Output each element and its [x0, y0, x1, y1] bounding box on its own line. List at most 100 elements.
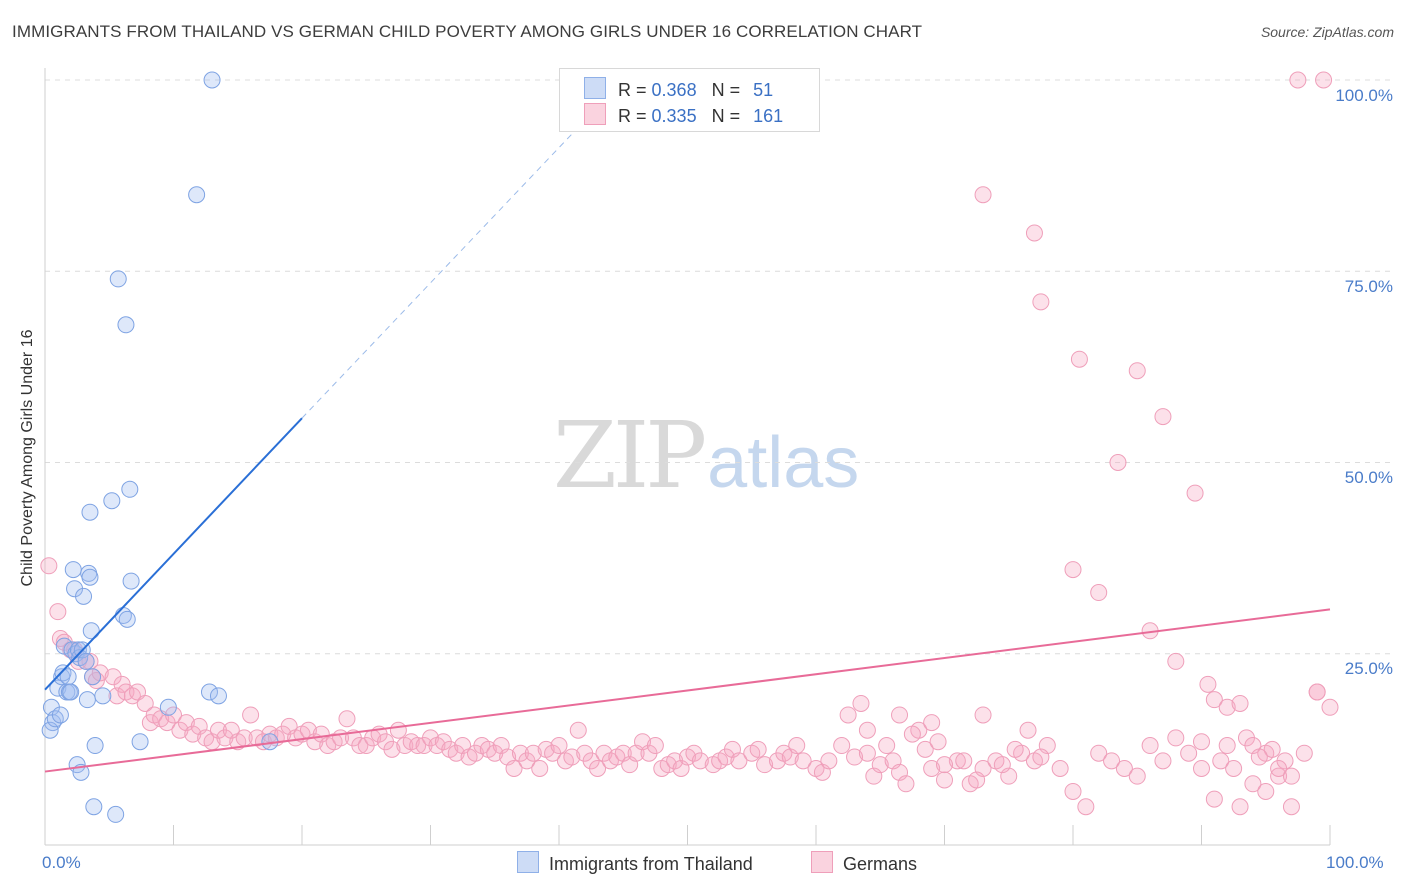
germans-point — [993, 756, 1011, 774]
germans-point — [351, 737, 369, 755]
germans-point — [1180, 744, 1198, 762]
germans-point — [923, 760, 941, 777]
n-label: N = — [711, 106, 741, 126]
germans-point — [1064, 561, 1082, 579]
y-tick-label: 50.0% — [1344, 468, 1393, 487]
thailand-point — [159, 698, 177, 716]
germans-point — [1070, 350, 1088, 368]
germans-point — [1128, 362, 1146, 380]
thailand-point — [78, 691, 96, 709]
germans-point — [1321, 698, 1339, 716]
germans-point — [1128, 767, 1146, 785]
thailand-point — [131, 733, 149, 751]
germans-point — [730, 752, 748, 770]
germans-point — [1205, 790, 1223, 808]
germans-point — [691, 752, 709, 770]
germans-point — [1032, 293, 1050, 311]
watermark-zip: ZIP — [553, 402, 707, 509]
germans-point — [1109, 454, 1127, 471]
thailand-point — [117, 316, 135, 334]
thailand-point — [188, 186, 206, 204]
germans-point — [1006, 740, 1024, 758]
germans-point — [1025, 224, 1043, 242]
germans-point — [113, 675, 131, 693]
germans-point — [891, 706, 909, 724]
germans-point — [1032, 748, 1050, 766]
germans-point — [1154, 408, 1172, 426]
germans-point — [91, 664, 109, 682]
germans-point — [531, 760, 549, 777]
germans-point — [974, 186, 992, 204]
thailand-point — [77, 652, 95, 670]
germans-point — [1218, 737, 1236, 755]
germans-point — [1141, 737, 1159, 755]
thailand-point — [84, 668, 102, 686]
legend-swatch-germans — [811, 851, 833, 873]
thailand-point — [85, 798, 103, 816]
germans-point — [1244, 775, 1262, 793]
germans-point — [505, 760, 523, 777]
germans-point — [1115, 760, 1133, 777]
germans-point — [1199, 675, 1217, 693]
r-value: 0.368 — [651, 80, 697, 100]
germans-point — [955, 752, 973, 770]
germans-point — [852, 694, 870, 712]
germans-point — [846, 748, 864, 766]
thailand-point — [209, 687, 227, 705]
germans-point — [646, 737, 664, 755]
germans-point — [1167, 729, 1185, 747]
thailand-point — [107, 805, 125, 823]
germans-point — [858, 744, 876, 762]
thailand-point — [103, 492, 121, 510]
germans-point — [1231, 798, 1249, 816]
germans-point — [1103, 752, 1121, 770]
y-tick-label: 100.0% — [1335, 86, 1393, 105]
germans-point — [936, 771, 953, 789]
germans-point — [1289, 71, 1307, 89]
r-label: R = — [618, 80, 647, 100]
germans-point — [1154, 752, 1172, 770]
legend-item-germans: Germans — [811, 851, 917, 875]
thailand-point — [81, 568, 99, 586]
thailand-point — [122, 572, 140, 590]
germans-point — [1315, 71, 1333, 89]
thailand-point — [62, 683, 80, 701]
germans-point — [409, 737, 427, 755]
germans-point — [839, 706, 857, 724]
germans-point — [903, 725, 921, 743]
germans-point — [1257, 782, 1275, 800]
germans-point — [916, 740, 934, 758]
germans-point — [141, 714, 159, 732]
germans-trend-line — [44, 608, 1331, 773]
germans-point — [589, 760, 607, 777]
legend-label: Germans — [843, 854, 918, 874]
germans-point — [1193, 760, 1210, 777]
germans-point — [1090, 744, 1108, 762]
thailand-point — [200, 683, 218, 701]
y-tick-label: 25.0% — [1344, 659, 1393, 678]
thailand-point — [203, 71, 221, 89]
legend-label: Immigrants from Thailand — [549, 854, 753, 874]
germans-point — [820, 752, 838, 770]
r-label: R = — [618, 106, 647, 126]
legend-swatch-germans — [584, 103, 606, 125]
germans-point — [929, 733, 947, 751]
germans-point — [1270, 760, 1288, 777]
y-axis-label: Child Poverty Among Girls Under 16 — [19, 329, 36, 587]
legend-swatch-thailand — [517, 851, 539, 873]
germans-point — [968, 771, 986, 789]
n-value: 161 — [753, 106, 784, 126]
thailand-point — [86, 737, 104, 755]
thailand-point — [81, 503, 99, 521]
germans-point — [136, 694, 154, 712]
legend-item-thailand: Immigrants from Thailand — [517, 851, 753, 875]
germans-point — [1218, 698, 1236, 716]
legend-row-germans: R = 0.335 N = 161 — [584, 103, 783, 127]
stats-legend: R = 0.368 N = 51 R = 0.335 N = 161 — [559, 68, 820, 132]
thailand-point — [51, 706, 69, 724]
germans-point — [40, 557, 58, 575]
thailand-point — [118, 610, 136, 628]
germans-point — [1282, 798, 1300, 816]
thailand-trend-line — [44, 417, 303, 691]
r-value: 0.335 — [651, 106, 697, 126]
